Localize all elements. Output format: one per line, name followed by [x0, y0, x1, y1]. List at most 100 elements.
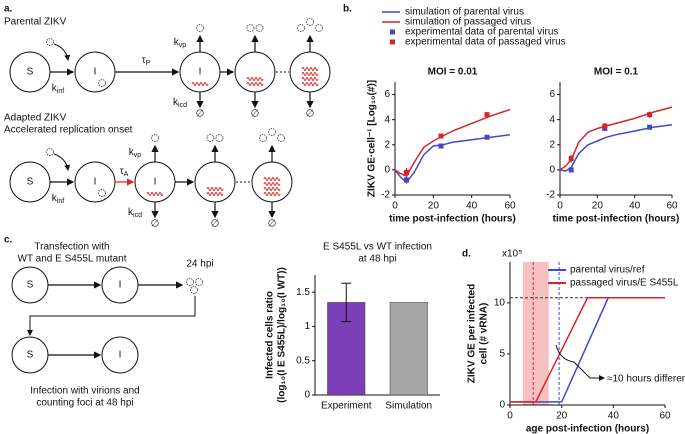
legend-label: simulation of passaged virus — [405, 17, 531, 28]
symbol-sub: icd — [178, 102, 187, 109]
chart-title: MOI = 0.1 — [594, 67, 639, 78]
x-tick-label: 0 — [557, 201, 563, 212]
data-point — [568, 167, 574, 173]
x-tick-label: 0 — [392, 201, 398, 212]
symbol-main: k — [129, 147, 135, 158]
x-tick-label: 60 — [659, 411, 671, 422]
rna — [206, 187, 224, 191]
data-point — [484, 134, 490, 140]
label: counting foci at 48 hpi — [36, 398, 133, 409]
shaded-region — [522, 262, 549, 405]
virion-icon — [98, 79, 106, 87]
y-tick-label: 4 — [384, 114, 390, 125]
virion-icon — [268, 128, 276, 136]
x-tick-label: 60 — [666, 201, 678, 212]
virion-icon — [246, 24, 255, 32]
symbol-main: k — [52, 193, 58, 204]
y-tick-label: 2 — [549, 139, 555, 150]
y-tick-label: 10 — [494, 297, 506, 308]
legend-marker — [390, 39, 395, 45]
symbol-sub: vp — [134, 152, 142, 159]
row-title: Adapted ZIKV — [4, 113, 67, 124]
cell — [234, 51, 276, 93]
series-line — [394, 133, 511, 184]
rna — [301, 67, 319, 71]
degradation-symbol: ∅ — [196, 109, 205, 120]
annotation-brace — [555, 344, 605, 381]
y-tick-label: -2 — [546, 190, 555, 201]
chart-title: MOI = 0.01 — [428, 67, 478, 78]
virion-icon — [196, 24, 204, 32]
cell-label: S — [27, 350, 34, 361]
series-line — [510, 297, 665, 403]
label: Transfection with — [34, 242, 109, 253]
virion-icon — [151, 134, 159, 142]
degradation-symbol: ∅ — [151, 219, 160, 230]
arrow — [27, 296, 196, 336]
arrow — [53, 43, 71, 61]
legend-label: parental virus/ref — [570, 265, 645, 276]
degradation-symbol: ∅ — [251, 109, 260, 120]
x-tick-label: 20 — [556, 411, 568, 422]
symbol-label: kvp — [129, 147, 142, 159]
cell — [194, 161, 236, 203]
rna — [301, 77, 319, 81]
symbol-label: kicd — [128, 207, 142, 219]
cell-label: I — [119, 350, 122, 361]
cell-label: I — [199, 67, 202, 78]
cell — [289, 51, 331, 93]
legend-marker — [390, 29, 395, 35]
rna — [246, 82, 264, 86]
virion-icon — [98, 189, 106, 197]
panel-label: b. — [343, 4, 352, 15]
data-point — [438, 143, 444, 149]
y-tick-label: 0 — [499, 400, 505, 411]
legend-label: simulation of parental virus — [405, 7, 524, 18]
virion-icon — [297, 24, 305, 32]
series-line — [559, 106, 673, 171]
rna — [263, 187, 281, 191]
virion-icon — [195, 278, 203, 286]
y-tick-label: 0 — [384, 165, 390, 176]
y-axis-label: ZIKV GE per infected — [467, 284, 478, 383]
cell — [251, 161, 293, 203]
panel-label: d. — [462, 249, 471, 260]
y-tick-label: 1.5 — [296, 287, 310, 298]
symbol-sub: inf — [57, 198, 64, 205]
degradation-symbol: ∅ — [268, 219, 277, 230]
y-axis-label: cell (# vRNA) — [479, 303, 490, 365]
symbol-label: kvp — [174, 37, 187, 49]
symbol-main: τ — [120, 166, 124, 177]
data-point — [404, 169, 409, 175]
data-point — [484, 112, 490, 118]
rna — [146, 192, 164, 196]
x-tick-label: Experiment — [321, 401, 372, 412]
y-tick-label: 6 — [384, 89, 390, 100]
data-point — [602, 125, 608, 131]
x-tick-label: 20 — [592, 201, 604, 212]
virion-icon — [315, 24, 323, 32]
x-tick-label: 40 — [608, 411, 620, 422]
cell-label: I — [94, 177, 97, 188]
rna — [206, 192, 224, 196]
bar — [389, 302, 428, 396]
label: Infection with virions and — [30, 386, 140, 397]
y-tick-label: 0 — [549, 165, 555, 176]
x-tick-label: 40 — [629, 201, 641, 212]
y-axis-label: ZIKV GE·cell⁻¹ [Log₁₀(#)] — [367, 80, 378, 197]
x-tick-label: 40 — [466, 201, 478, 212]
label: WT and E S455L mutant — [18, 254, 127, 265]
row-title: Accelerated replication onset — [4, 125, 133, 136]
data-point — [438, 133, 444, 139]
cell — [101, 336, 139, 374]
x-tick-label: Simulation — [385, 401, 432, 412]
symbol-main: k — [174, 37, 180, 48]
data-point — [568, 156, 574, 162]
y-tick-label: -2 — [381, 190, 390, 201]
x-axis-label: time post-infection (hours) — [389, 214, 516, 225]
cell-label: I — [119, 280, 122, 291]
virion-icon — [259, 134, 267, 142]
cell-label: S — [27, 177, 34, 188]
data-point — [647, 112, 653, 118]
x-tick-label: 60 — [504, 201, 516, 212]
